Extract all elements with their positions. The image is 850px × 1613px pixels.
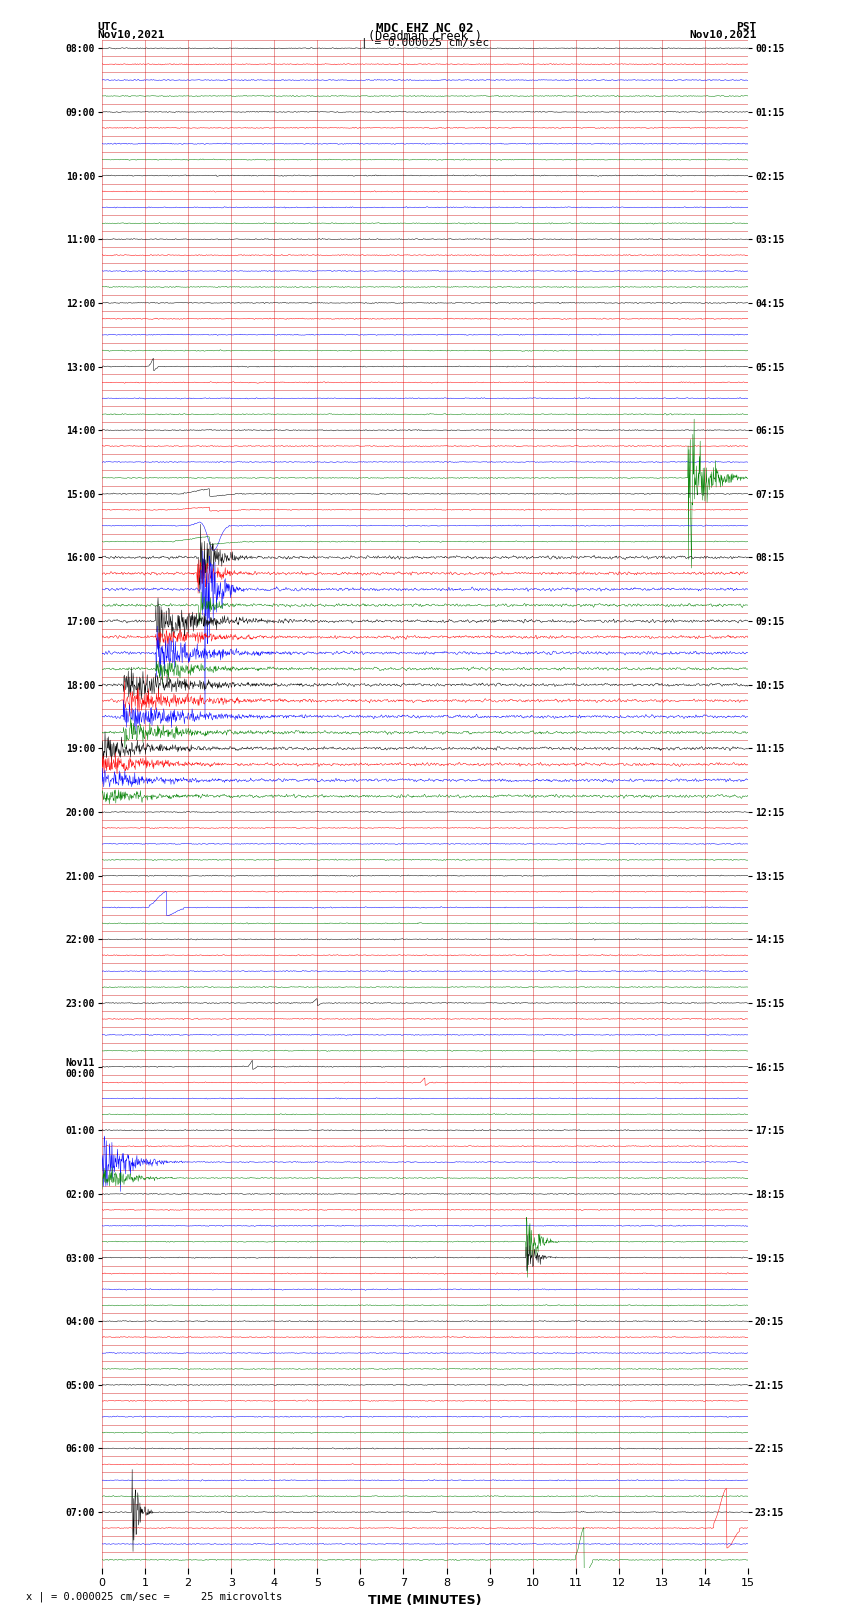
Text: (Deadman Creek ): (Deadman Creek ) xyxy=(368,31,482,44)
Text: x | = 0.000025 cm/sec =     25 microvolts: x | = 0.000025 cm/sec = 25 microvolts xyxy=(26,1590,281,1602)
Text: | = 0.000025 cm/sec: | = 0.000025 cm/sec xyxy=(361,37,489,48)
X-axis label: TIME (MINUTES): TIME (MINUTES) xyxy=(368,1594,482,1607)
Text: PST: PST xyxy=(736,23,756,32)
Text: Nov10,2021: Nov10,2021 xyxy=(98,31,165,40)
Text: UTC: UTC xyxy=(98,23,118,32)
Text: MDC EHZ NC 02: MDC EHZ NC 02 xyxy=(377,23,473,35)
Text: Nov10,2021: Nov10,2021 xyxy=(689,31,756,40)
